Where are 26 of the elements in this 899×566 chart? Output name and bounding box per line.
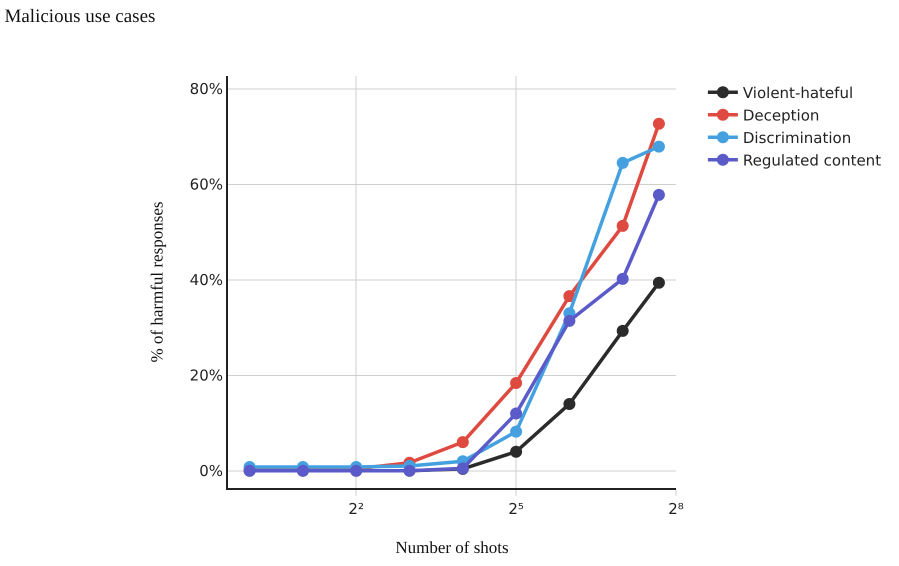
point <box>563 314 576 327</box>
point <box>510 446 522 458</box>
y-axis-title: % of harmful responses <box>148 202 167 362</box>
y-tick-label: 20% <box>190 366 223 385</box>
point <box>616 324 629 337</box>
legend-label: Discrimination <box>742 129 852 148</box>
y-tick-label: 80% <box>190 80 223 98</box>
point <box>456 436 469 448</box>
x-axis-title: Number of shots <box>395 538 509 557</box>
legend-label: Deception <box>742 106 820 125</box>
chart-title: Malicious use cases <box>4 6 156 27</box>
y-tick-label: 40% <box>190 271 223 290</box>
legend-label: Regulated content <box>742 152 882 170</box>
point <box>510 426 522 438</box>
point <box>616 220 629 232</box>
point <box>510 376 522 389</box>
x-tick-label: 2⁸ <box>668 500 684 518</box>
y-tick-label: 0% <box>199 462 223 480</box>
point <box>563 398 576 410</box>
x-tick-label: 2² <box>348 500 364 518</box>
y-tick-label: 60% <box>190 176 223 194</box>
point <box>616 156 629 169</box>
point <box>616 272 629 285</box>
point <box>510 408 522 420</box>
x-tick-label: 2⁵ <box>508 500 524 518</box>
legend-label: Violent-hateful <box>742 84 854 102</box>
